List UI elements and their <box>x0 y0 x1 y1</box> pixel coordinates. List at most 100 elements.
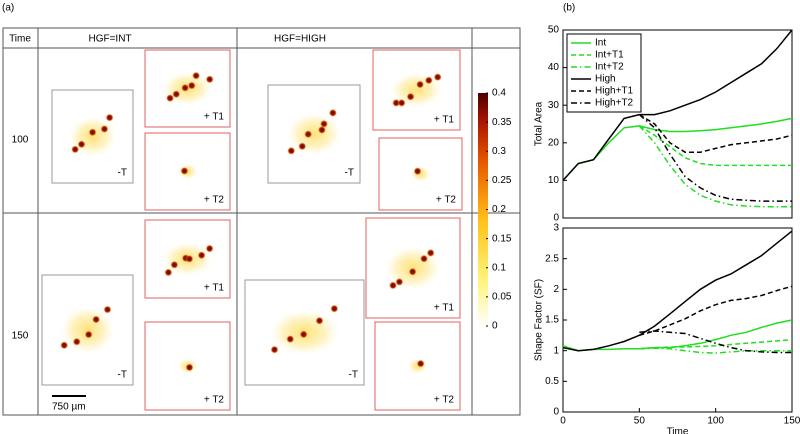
cell-dot <box>92 315 101 324</box>
legend-label: High <box>595 74 616 85</box>
series-line <box>639 285 793 337</box>
x-tick-label: 100 <box>707 416 724 427</box>
cell-dot <box>71 145 80 154</box>
series-line <box>562 230 793 352</box>
cell-dot <box>100 125 109 134</box>
treatment-label: -T <box>118 168 127 179</box>
panel-label: (a) <box>2 3 14 14</box>
y-tick-label: 0 <box>553 407 559 418</box>
cell-dot <box>164 268 173 277</box>
series-line <box>638 125 792 208</box>
cell-dot <box>408 267 417 276</box>
y-tick-label: 0 <box>553 213 559 224</box>
x-tick-label: 50 <box>634 416 646 427</box>
y-tick-label: 40 <box>548 62 560 73</box>
cell-dot <box>180 166 189 175</box>
treatment-label: + T1 <box>204 112 225 123</box>
colorbar-tick-label: 0.05 <box>492 292 512 303</box>
series-line <box>638 125 792 167</box>
y-tick-label: 3 <box>553 223 559 234</box>
treatment-label: + T2 <box>436 195 457 206</box>
y-tick-label: 50 <box>548 25 560 36</box>
treatment-label: + T2 <box>204 395 225 406</box>
y-axis-label: Shape Factor (SF) <box>534 279 545 361</box>
cell-dot <box>185 254 194 263</box>
treatment-label: -T <box>349 370 358 381</box>
cell-dot <box>197 251 206 260</box>
cell-dot <box>299 330 308 339</box>
cell-dot <box>416 359 425 368</box>
cell-dot <box>424 76 433 85</box>
colorbar-tick-label: 0.2 <box>492 204 506 215</box>
y-tick-label: 2 <box>553 284 559 295</box>
treatment-label: + T1 <box>434 303 455 314</box>
cell-dot <box>103 305 112 314</box>
cell-dot <box>105 113 114 122</box>
colorbar-tick-label: 0.3 <box>492 146 506 157</box>
cell-dot <box>304 130 313 139</box>
time-label: 150 <box>12 331 29 342</box>
cell-dot <box>287 146 296 155</box>
treatment-label: + T1 <box>434 115 455 126</box>
panel-label: (b) <box>563 3 575 14</box>
x-axis-label: Time <box>667 427 689 434</box>
cell-dot <box>397 98 406 107</box>
colorbar <box>478 93 488 326</box>
cell-dot <box>392 98 401 107</box>
cell-dot <box>166 94 175 103</box>
cell-dot <box>420 254 429 263</box>
cell-dot <box>416 80 425 89</box>
treatment-label: + T1 <box>204 283 225 294</box>
cell-dot <box>77 140 86 149</box>
colorbar-tick-label: 0.15 <box>492 233 512 244</box>
cell-dot <box>60 341 69 350</box>
header: HGF=HIGH <box>274 34 326 45</box>
x-tick-label: 150 <box>784 416 800 427</box>
y-tick-label: 10 <box>548 175 560 186</box>
cell-dot <box>320 119 329 128</box>
scale-bar-label: 750 µm <box>52 402 86 413</box>
treatment-label: -T <box>345 168 354 179</box>
treatment-label: + T2 <box>434 395 455 406</box>
plot-area <box>562 227 793 413</box>
colorbar-tick-label: 0.35 <box>492 117 512 128</box>
legend-label: High+T1 <box>595 86 634 97</box>
cell-cluster <box>410 166 431 182</box>
cell-dot <box>205 244 214 253</box>
cell-dot <box>389 281 398 290</box>
treatment-label: + T2 <box>204 195 225 206</box>
cell-dot <box>84 330 93 339</box>
legend-label: Int <box>595 38 606 49</box>
cell-dot <box>286 335 295 344</box>
time-label: 100 <box>12 135 29 146</box>
cell-dot <box>172 90 181 99</box>
legend-label: Int+T1 <box>595 50 624 61</box>
legend-box <box>566 33 642 113</box>
y-tick-label: 1 <box>553 345 559 356</box>
colorbar-tick-label: 0 <box>492 321 498 332</box>
legend-label: Int+T2 <box>595 62 624 73</box>
cell-dot <box>185 363 194 372</box>
colorbar-tick-label: 0.4 <box>492 88 506 99</box>
cell-dot <box>88 128 97 137</box>
cell-dot <box>395 277 404 286</box>
series-line <box>638 113 793 153</box>
series-line <box>639 347 792 354</box>
y-tick-label: 1.5 <box>545 315 559 326</box>
treatment-label: -T <box>118 370 127 381</box>
cell-dot <box>315 316 324 325</box>
cell-dot <box>413 167 422 176</box>
series-line <box>639 338 793 350</box>
y-axis-label: Total Area <box>534 101 545 146</box>
series-line <box>562 117 793 181</box>
cell-dot <box>170 260 179 269</box>
cell-dot <box>205 75 214 84</box>
header: HGF=INT <box>88 34 131 45</box>
cell-dot <box>72 337 81 346</box>
cell-dot <box>433 73 442 82</box>
y-tick-label: 0.5 <box>545 376 559 387</box>
cell-dot <box>330 304 339 313</box>
cell-dot <box>406 92 415 101</box>
